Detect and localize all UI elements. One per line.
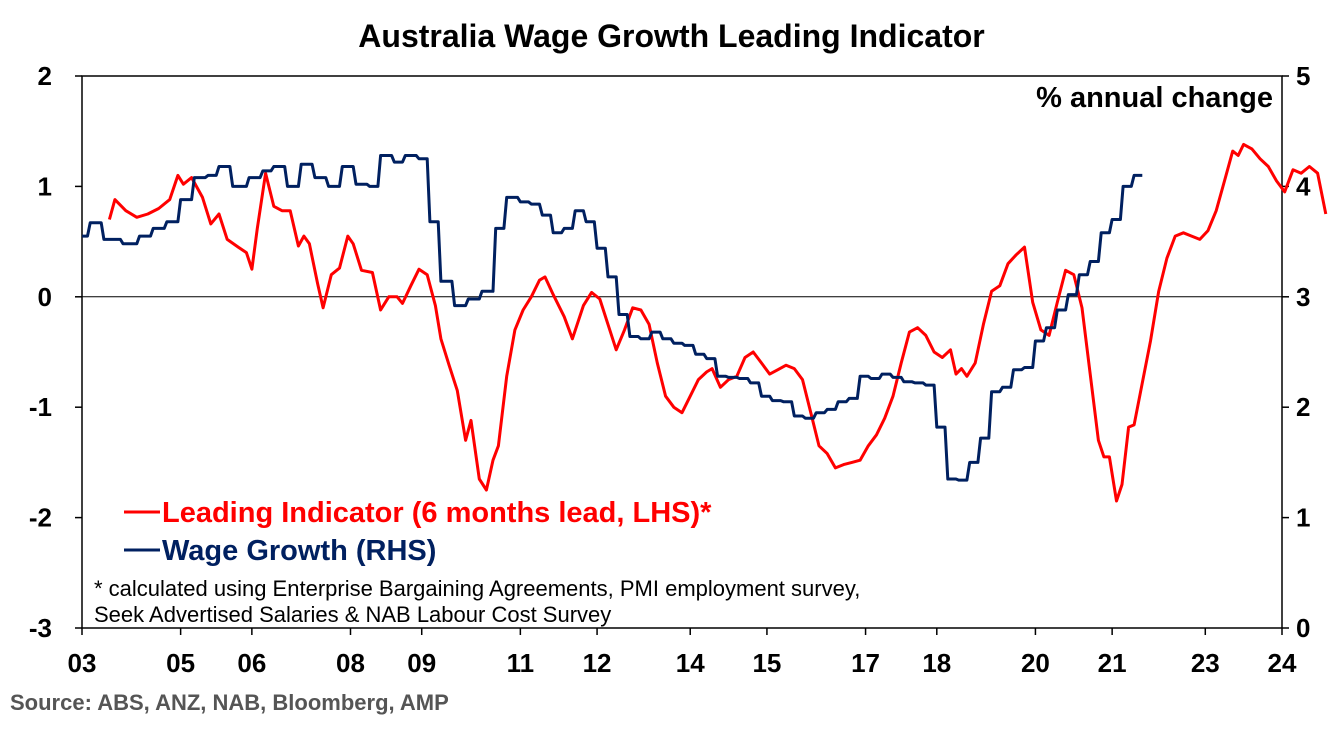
legend-label: Wage Growth (RHS) xyxy=(162,535,436,567)
legend-label: Leading Indicator (6 months lead, LHS)* xyxy=(162,497,712,529)
x-tick-label: 12 xyxy=(583,648,612,678)
right-tick-label: 0 xyxy=(1296,613,1310,643)
x-tick-label: 05 xyxy=(166,648,195,678)
x-tick-label: 08 xyxy=(336,648,365,678)
footnote-line: * calculated using Enterprise Bargaining… xyxy=(94,576,860,601)
footnote-line: Seek Advertised Salaries & NAB Labour Co… xyxy=(94,602,611,627)
x-axis: 03 05 06 08 09 11 12 14 15 17 18 20 21 23 24 xyxy=(68,628,1297,678)
left-tick-label: -3 xyxy=(29,613,52,643)
left-axis: -3 -2 -1 0 1 2 xyxy=(29,61,82,643)
x-tick-label: 18 xyxy=(922,648,951,678)
x-tick-label: 15 xyxy=(752,648,781,678)
left-tick-label: -1 xyxy=(29,392,52,422)
x-tick-label: 14 xyxy=(676,648,705,678)
x-tick-label: 03 xyxy=(68,648,97,678)
right-tick-label: 2 xyxy=(1296,392,1310,422)
leading-indicator-line xyxy=(107,142,1328,503)
right-tick-label: 5 xyxy=(1296,61,1310,91)
x-tick-label: 23 xyxy=(1191,648,1220,678)
x-tick-label: 20 xyxy=(1021,648,1050,678)
left-tick-label: 0 xyxy=(38,282,52,312)
x-tick-label: 21 xyxy=(1098,648,1127,678)
x-tick-label: 09 xyxy=(407,648,436,678)
right-tick-label: 4 xyxy=(1296,171,1311,201)
right-tick-label: 3 xyxy=(1296,282,1310,312)
right-axis: 0 1 2 3 4 5 xyxy=(1282,61,1311,643)
chart-title: Australia Wage Growth Leading Indicator xyxy=(358,18,985,54)
right-tick-label: 1 xyxy=(1296,503,1310,533)
legend: Leading Indicator (6 months lead, LHS)* W… xyxy=(124,497,712,567)
x-tick-label: 24 xyxy=(1268,648,1297,678)
footnote: * calculated using Enterprise Bargaining… xyxy=(94,576,860,627)
plot-frame xyxy=(81,75,1283,629)
left-tick-label: 1 xyxy=(38,171,52,201)
x-tick-label: 06 xyxy=(237,648,266,678)
unit-note: % annual change xyxy=(1036,82,1273,114)
left-tick-label: 2 xyxy=(38,61,52,91)
source-note: Source: ABS, ANZ, NAB, Bloomberg, AMP xyxy=(10,690,449,715)
x-tick-label: 11 xyxy=(507,648,535,678)
wage-growth-line xyxy=(82,154,1143,482)
series-layer xyxy=(82,142,1328,503)
x-tick-label: 17 xyxy=(851,648,880,678)
left-tick-label: -2 xyxy=(29,503,52,533)
